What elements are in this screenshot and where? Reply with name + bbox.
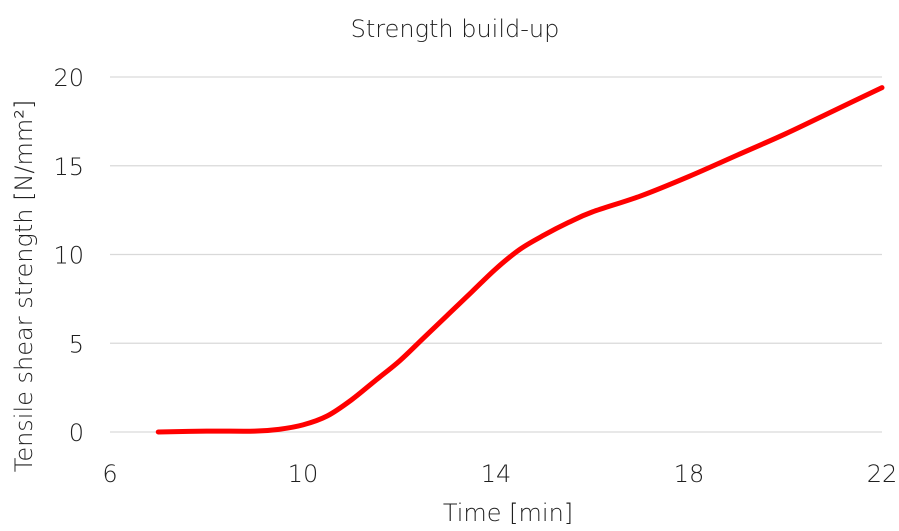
- x-tick-label: 10: [288, 460, 319, 488]
- chart-title: Strength build-up: [351, 15, 560, 43]
- y-tick-label: 10: [53, 242, 84, 270]
- series-line-0: [155, 85, 885, 435]
- x-tick-label: 14: [481, 460, 512, 488]
- x-tick-label: 22: [867, 460, 898, 488]
- x-axis-label: Time [min]: [443, 499, 573, 527]
- y-tick-label: 0: [69, 419, 84, 447]
- x-tick-label: 18: [674, 460, 705, 488]
- y-tick-label: 20: [53, 64, 84, 92]
- y-tick-label: 15: [53, 153, 84, 181]
- y-axis-label: Tensile shear strength [N/mm²]: [10, 100, 38, 473]
- series-layer: [155, 85, 885, 435]
- grid: [110, 76, 882, 433]
- y-axis-tick-labels: 0 5 10 15 20: [53, 64, 84, 447]
- x-tick-label: 6: [102, 460, 117, 488]
- x-axis-tick-labels: 6 10 14 18 22: [102, 460, 897, 488]
- y-tick-label: 5: [69, 330, 84, 358]
